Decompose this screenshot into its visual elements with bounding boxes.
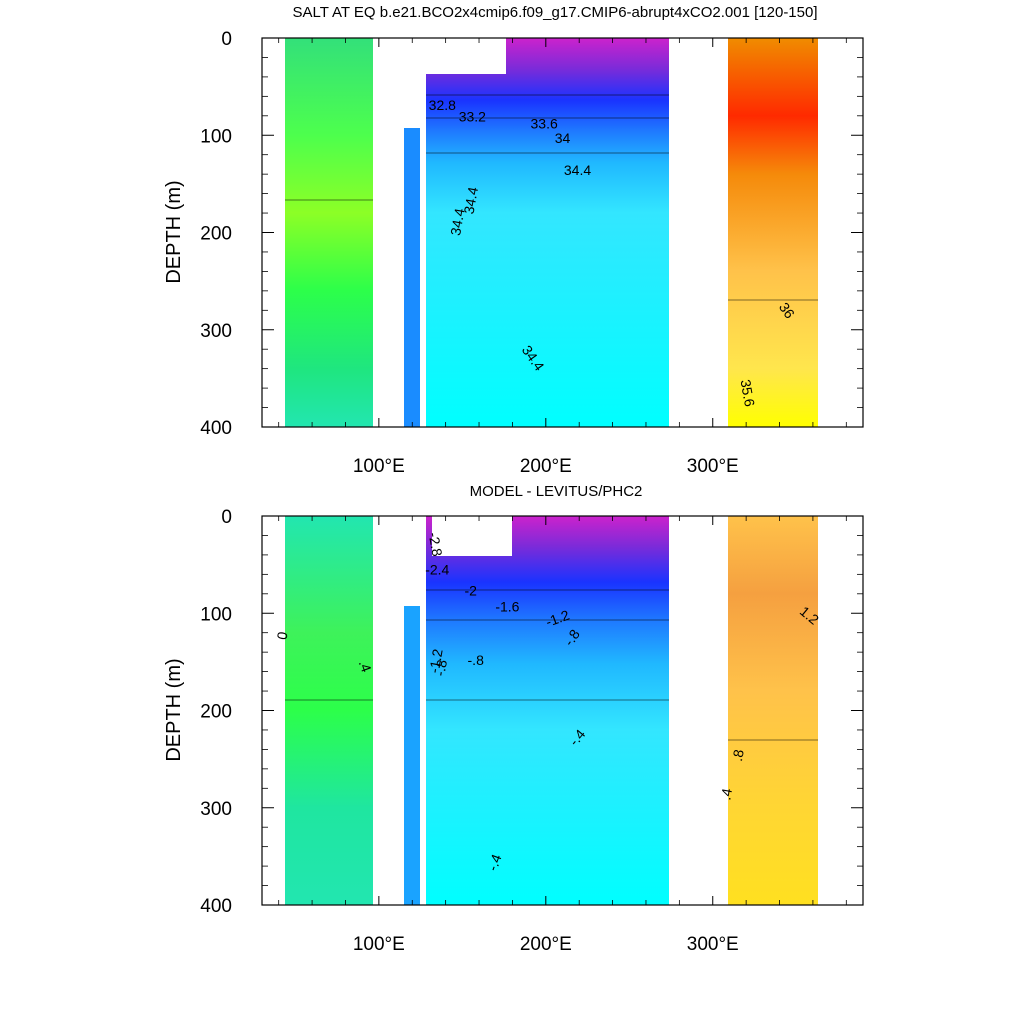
contour-label: -.8 [468, 652, 485, 668]
y-tick-label: 0 [221, 29, 232, 50]
y-tick-label: 100 [200, 604, 232, 625]
x-tick-label: 100°E [353, 456, 405, 477]
x-tick-label: 300°E [687, 934, 739, 955]
panel-2-plot [285, 516, 818, 905]
y-tick-label: 300 [200, 799, 232, 820]
y-tick-label: 100 [200, 126, 232, 147]
y-tick-label: 200 [200, 702, 232, 723]
panel-1-plot [285, 38, 818, 427]
panel-2-region-atlantic-east [728, 516, 818, 905]
panel-2-y-axis-label: DEPTH (m) [163, 658, 185, 761]
contour-label: -1.2 [543, 607, 571, 630]
x-tick-label: 100°E [353, 934, 405, 955]
y-tick-label: 200 [200, 224, 232, 245]
contour-label: .4 [356, 658, 375, 675]
panel-1-region-pacific [426, 38, 669, 427]
contour-label: 34.4 [564, 162, 591, 178]
panel-1-y-axis-label: DEPTH (m) [163, 180, 185, 283]
x-tick-label: 300°E [687, 456, 739, 477]
panel-1-x-ticks: 100°E 200°E 300°E [278, 38, 847, 477]
contour-label: -2 [464, 583, 477, 599]
contour-label: 33.2 [459, 109, 486, 125]
panel-1-title: SALT AT EQ b.e21.BCO2x4cmip6.f09_g17.CMI… [292, 4, 817, 21]
y-tick-label: 400 [200, 896, 232, 917]
contour-label: .8 [729, 748, 747, 762]
panel-1-region-atlantic-east [728, 38, 818, 427]
contour-label: 33.6 [531, 115, 558, 131]
panel-2: MODEL - LEVITUS/PHC2 -2.8-2.4-2-1.6-1.2-… [163, 483, 864, 955]
panel-2-title: MODEL - LEVITUS/PHC2 [470, 483, 643, 500]
panel-2-region-pacific [426, 516, 669, 905]
contour-label: -.8 [431, 658, 450, 677]
contour-label: -1.6 [495, 598, 519, 614]
contour-label: 34 [555, 130, 571, 146]
contour-label: -2.4 [425, 561, 449, 577]
contour-label: 32.8 [429, 97, 456, 113]
contour-label: -2.8 [426, 531, 446, 558]
panel-2-y-ticks: 0 100 200 300 400 [200, 507, 863, 917]
panel-1-y-ticks: 0 100 200 300 400 [200, 29, 863, 439]
panel-2-region-atlantic-west [285, 516, 373, 905]
contour-label: 0 [274, 630, 291, 641]
y-tick-label: 300 [200, 321, 232, 342]
contour-label: -.8 [561, 626, 584, 649]
x-tick-label: 200°E [520, 456, 572, 477]
panel-1-region-indonesian-strait [404, 128, 420, 427]
contour-label: 35.6 [737, 378, 758, 408]
contour-label: 34.4 [447, 207, 468, 237]
panel-2-x-ticks: 100°E 200°E 300°E [278, 516, 847, 955]
x-tick-label: 200°E [520, 934, 572, 955]
panel-2-land-mask [432, 516, 512, 556]
panel-2-region-indonesian-strait [404, 606, 420, 905]
y-tick-label: 0 [221, 507, 232, 528]
contour-label: -1.2 [426, 648, 446, 675]
contour-label: 34.4 [461, 185, 482, 215]
contour-label: .4 [717, 787, 735, 801]
y-tick-label: 400 [200, 418, 232, 439]
panel-1-region-atlantic-west [285, 38, 373, 427]
panel-1-land-mask [426, 38, 506, 74]
panel-1: SALT AT EQ b.e21.BCO2x4cmip6.f09_g17.CMI… [163, 4, 864, 477]
contour-label: -.4 [484, 852, 505, 873]
